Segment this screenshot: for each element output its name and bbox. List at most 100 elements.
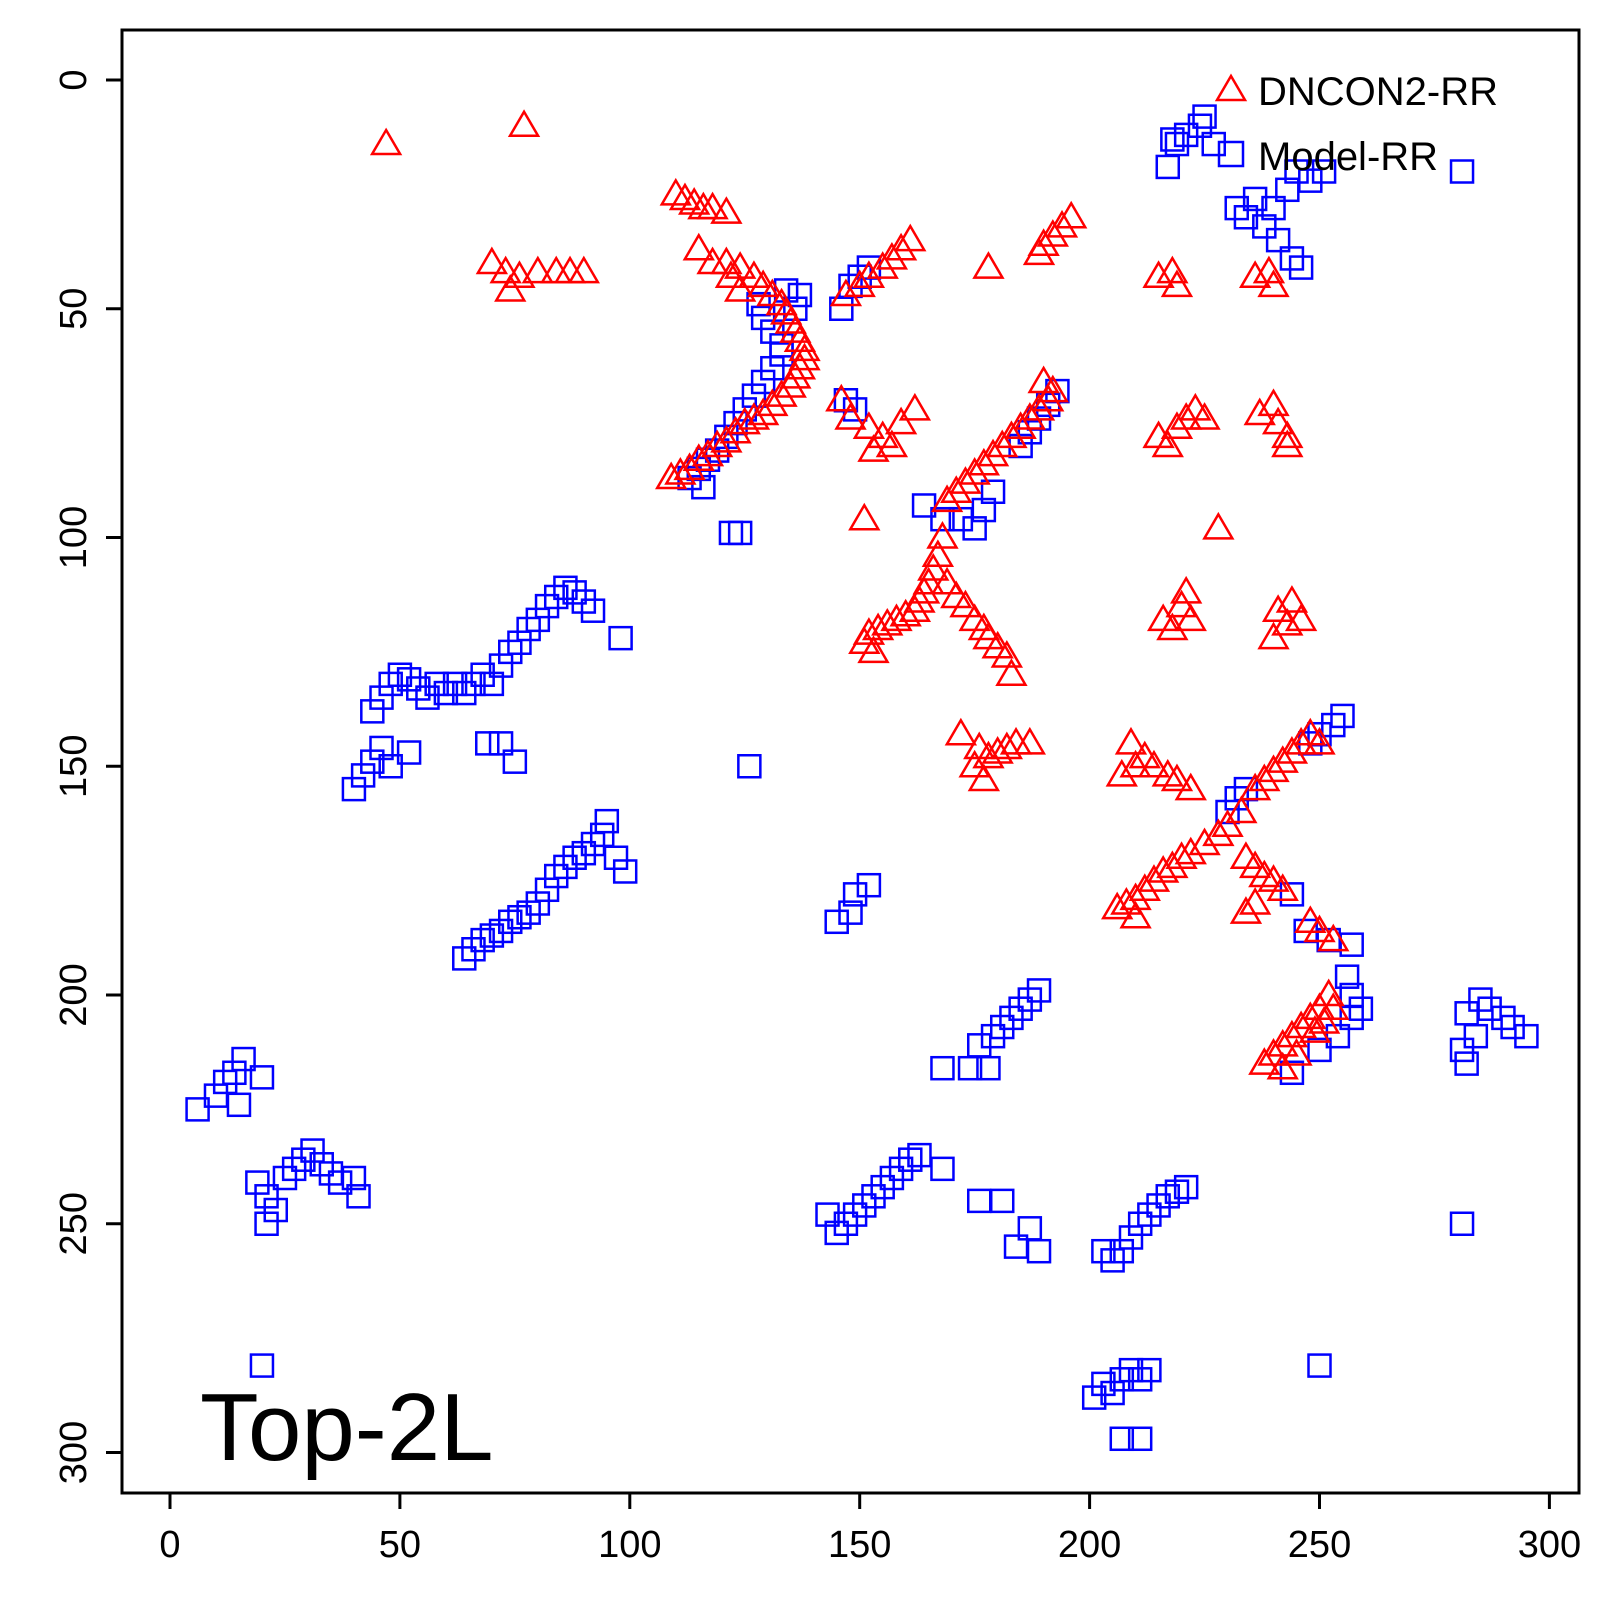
legend: DNCON2-RR Model-RR: [1214, 70, 1498, 179]
model-rr-point: [838, 900, 863, 925]
model-rr-point: [842, 882, 868, 907]
model-rr-point: [1321, 712, 1346, 738]
model-rr-point: [1298, 168, 1323, 193]
model-rr-point: [980, 479, 1006, 504]
dncon2-rr-point: [691, 438, 725, 467]
model-rr-point: [475, 731, 500, 756]
model-rr-point: [433, 680, 459, 706]
plot-frame: [120, 28, 1581, 1495]
model-rr-point: [350, 763, 376, 788]
model-rr-point: [603, 845, 629, 870]
axis-ticks: 0 50 100 150 200 250 300 0 50 100 150 200 250 300: [53, 69, 1581, 1566]
model-rr-point: [396, 740, 422, 765]
model-rr-point: [1109, 1367, 1135, 1392]
legend-label-model: Model-RR: [1258, 135, 1438, 179]
dncon2-rr-point: [1022, 237, 1056, 266]
model-rr-point: [1307, 1353, 1332, 1378]
dncon2-rr-point: [1266, 745, 1299, 773]
dncon2-rr-point: [894, 223, 927, 252]
model-rr-point: [1100, 1380, 1125, 1406]
dncon2-rr-point: [1160, 269, 1194, 298]
dncon2-rr-point: [1271, 429, 1304, 458]
model-rr-point: [222, 1060, 247, 1086]
dncon2-rr-point: [1151, 429, 1184, 458]
model-rr-point: [1109, 1238, 1135, 1264]
dncon2-rr-point: [723, 273, 757, 302]
model-rr-point: [525, 607, 551, 633]
y-tick-label: 0: [53, 69, 95, 90]
dncon2-rr-point: [834, 402, 867, 430]
model-rr-point: [861, 1184, 886, 1209]
dncon2-rr-point: [1188, 402, 1221, 430]
dncon2-rr-point: [866, 251, 899, 279]
dncon2-rr-point: [843, 269, 876, 298]
model-rr-point: [562, 580, 587, 605]
model-rr-point: [442, 671, 468, 697]
model-rr-point: [1339, 932, 1364, 957]
dncon2-rr-point: [1248, 859, 1281, 888]
model-rr-point: [516, 616, 541, 642]
dncon2-rr-point: [972, 251, 1005, 279]
model-rr-point: [461, 671, 486, 697]
dncon2-rr-point: [673, 452, 706, 481]
dncon2-rr-point: [967, 763, 1001, 792]
model-rr-point: [479, 671, 505, 697]
model-rr-point: [378, 671, 403, 697]
model-rr-point: [833, 1211, 859, 1236]
model-rr-point: [1137, 1357, 1162, 1383]
model-rr-point: [1449, 1037, 1475, 1063]
model-rr-point: [1449, 159, 1475, 184]
dncon2-rr-point: [1238, 772, 1272, 801]
model-rr-point: [1224, 195, 1249, 221]
dncon2-rr-point: [857, 434, 890, 462]
dncon2-rr-point: [884, 406, 918, 435]
dncon2-rr-point: [884, 232, 918, 261]
model-rr-point: [750, 369, 776, 395]
model-rr-point: [1192, 104, 1217, 129]
dncon2-rr-point: [710, 424, 743, 453]
panel-label: Top-2L: [200, 1374, 494, 1481]
dncon2-rr-point: [875, 241, 909, 270]
model-rr-point: [879, 1165, 905, 1191]
dncon2-rr-point: [682, 232, 715, 261]
dncon2-rr-point: [1119, 882, 1152, 911]
dncon2-rr-point: [1284, 603, 1318, 632]
model-rr-point: [1127, 1211, 1153, 1236]
model-rr-point: [760, 355, 785, 381]
dncon2-rr-point: [852, 260, 886, 288]
model-rr-point: [612, 859, 638, 884]
model-rr-point: [1265, 227, 1291, 253]
model-rr-point: [553, 854, 578, 880]
dncon2-rr-point: [1022, 392, 1056, 421]
dncon2-rr-point: [1303, 914, 1336, 943]
dncon2-rr-point: [1229, 896, 1263, 924]
model-rr-point: [815, 1202, 840, 1227]
model-rr-point: [346, 1184, 371, 1209]
dncon2-rr-point: [1257, 269, 1290, 298]
x-tick-label: 200: [1058, 1524, 1121, 1566]
dncon2-rr-point: [655, 461, 688, 490]
model-rr-point: [1279, 1060, 1305, 1086]
dncon2-rr-point: [930, 566, 964, 595]
model-rr-point: [1201, 131, 1226, 157]
model-rr-point: [543, 584, 569, 610]
x-tick-label: 0: [159, 1524, 180, 1566]
model-rr-point: [971, 497, 997, 523]
model-rr-point: [516, 900, 541, 925]
dncon2-rr-point: [521, 255, 555, 284]
model-rr-point: [341, 776, 367, 802]
dncon2-rr-point: [995, 658, 1028, 686]
model-rr-point: [1491, 1005, 1516, 1031]
model-rr-point: [957, 1055, 983, 1081]
y-tick-label: 200: [53, 963, 95, 1026]
dncon2-rr-point: [567, 255, 600, 284]
model-rr-point: [1468, 987, 1493, 1012]
model-rr-point: [212, 1069, 238, 1095]
model-rr-point: [580, 598, 606, 623]
model-rr-point: [1127, 1367, 1153, 1392]
model-rr-point: [1118, 1225, 1144, 1250]
dncon2-rr-point: [1266, 1051, 1299, 1080]
dncon2-rr-point: [825, 383, 858, 412]
dncon2-rr-point: [1261, 406, 1295, 435]
model-rr-point: [1137, 1202, 1162, 1227]
